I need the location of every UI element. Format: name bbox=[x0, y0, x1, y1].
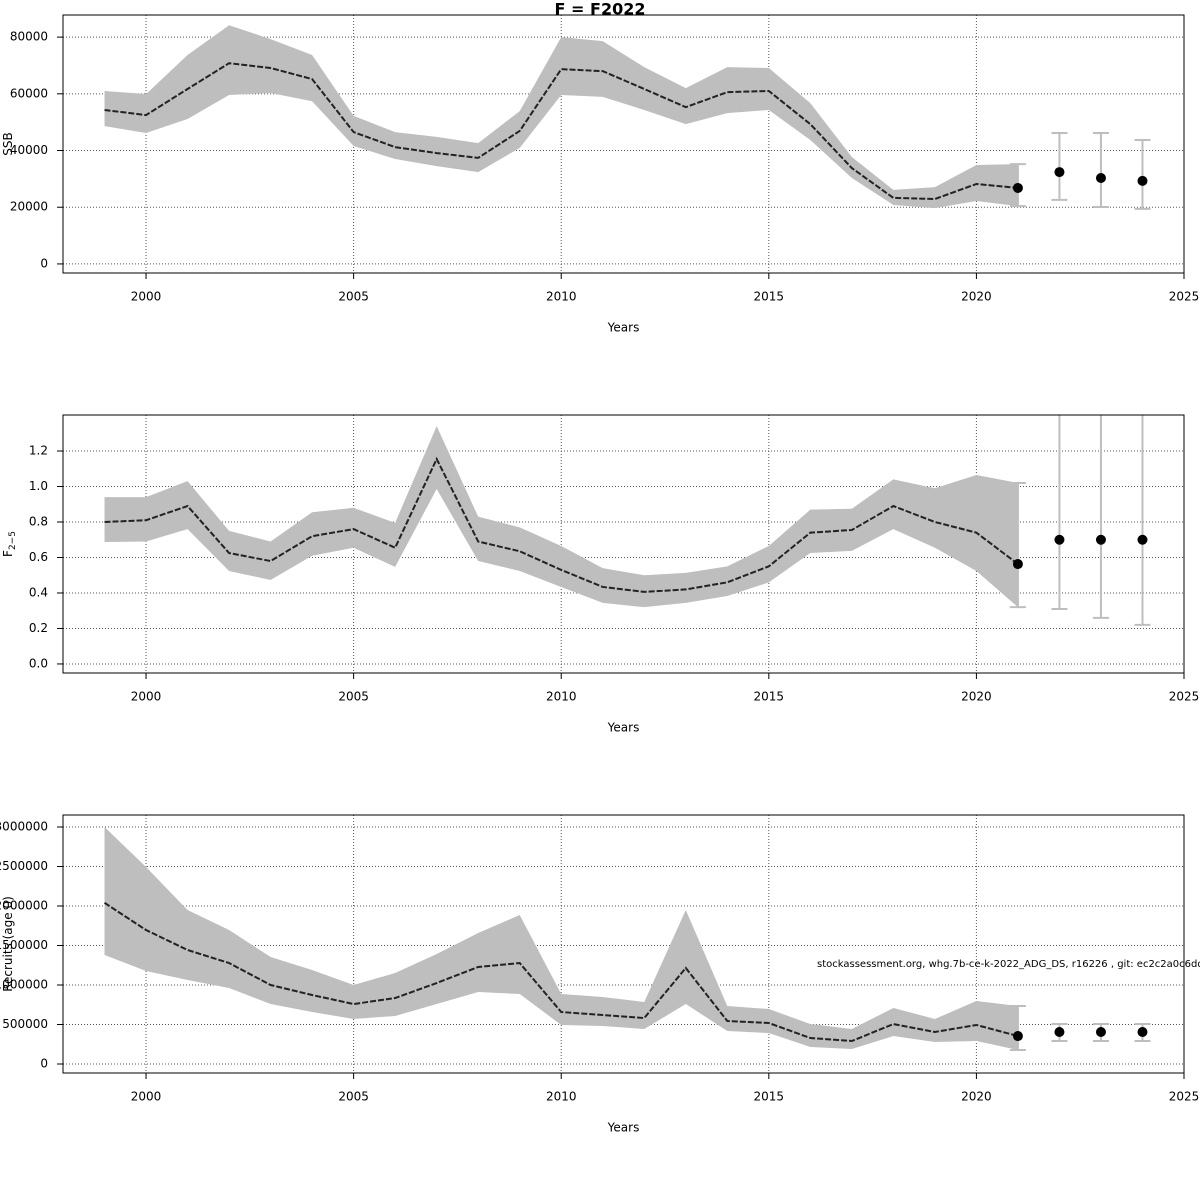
y-tick-label: 2500000 bbox=[0, 859, 48, 873]
y-tick-label: 1.2 bbox=[29, 444, 48, 458]
x-tick-label: 2000 bbox=[131, 290, 162, 304]
y-tick-label: 0.4 bbox=[29, 585, 48, 599]
plot-area bbox=[104, 415, 1151, 626]
y-tick-label: 60000 bbox=[10, 86, 48, 100]
y-tick-label: 80000 bbox=[10, 30, 48, 44]
x-tick-label: 2020 bbox=[961, 690, 992, 704]
y-tick-label: 1000000 bbox=[0, 977, 48, 991]
x-tick-label: 2010 bbox=[546, 290, 577, 304]
forecast-point bbox=[1137, 1027, 1148, 1038]
y-tick-label: 1500000 bbox=[0, 938, 48, 952]
chart-title: F = F2022 bbox=[555, 0, 646, 19]
y-axis-label-main: F bbox=[1, 550, 15, 557]
y-axis-label-main: SSB bbox=[1, 132, 15, 155]
x-axis-label: Years bbox=[607, 721, 640, 735]
forecast-point bbox=[1095, 173, 1106, 184]
y-tick-label: 500000 bbox=[2, 1017, 48, 1031]
confidence-band bbox=[104, 25, 1018, 209]
y-axis-label-main: Recruits (age 0) bbox=[1, 896, 15, 992]
forecast-point bbox=[1095, 1027, 1106, 1038]
x-tick-label: 2005 bbox=[338, 1090, 369, 1104]
y-tick-label: 3000000 bbox=[0, 820, 48, 834]
confidence-band bbox=[104, 426, 1018, 608]
y-tick-label: 0.0 bbox=[29, 656, 48, 670]
forecast-point bbox=[1012, 1031, 1023, 1042]
annotation: stockassessment.org, whg.7b-ce-k-2022_AD… bbox=[817, 959, 1200, 970]
x-tick-label: 2000 bbox=[131, 1090, 162, 1104]
y-axis-label: Recruits (age 0) bbox=[1, 896, 15, 992]
forecast-point bbox=[1054, 1027, 1065, 1038]
forecast-point bbox=[1095, 534, 1106, 545]
x-tick-label: 2000 bbox=[131, 690, 162, 704]
confidence-band bbox=[104, 827, 1018, 1051]
plot-frame bbox=[62, 814, 1185, 1074]
y-tick-label: 0 bbox=[40, 1056, 48, 1070]
y-tick-label: 0.2 bbox=[29, 621, 48, 635]
forecast-point bbox=[1137, 175, 1148, 186]
estimate-line bbox=[104, 62, 1019, 201]
y-tick-label: 40000 bbox=[10, 143, 48, 157]
estimate-line bbox=[104, 456, 1019, 593]
x-axis-label: Years bbox=[607, 1121, 640, 1135]
plot-area bbox=[104, 25, 1151, 210]
y-tick-label: 0.6 bbox=[29, 550, 48, 564]
plot-frame bbox=[62, 414, 1185, 674]
x-tick-label: 2015 bbox=[754, 690, 785, 704]
forecast-point bbox=[1137, 534, 1148, 545]
forecast-point bbox=[1054, 534, 1065, 545]
plot-area bbox=[103, 827, 1151, 1052]
x-tick-label: 2010 bbox=[546, 1090, 577, 1104]
x-tick-label: 2015 bbox=[754, 290, 785, 304]
y-tick-label: 0 bbox=[40, 256, 48, 270]
forecast-point bbox=[1054, 167, 1065, 178]
forecast-point bbox=[1012, 182, 1023, 193]
x-tick-label: 2025 bbox=[1169, 690, 1200, 704]
estimate-line bbox=[103, 902, 1019, 1043]
y-tick-label: 0.8 bbox=[29, 514, 48, 528]
y-tick-label: 1.0 bbox=[29, 479, 48, 493]
y-tick-label: 2000000 bbox=[0, 899, 48, 913]
plot-frame bbox=[62, 14, 1185, 274]
x-tick-label: 2015 bbox=[754, 1090, 785, 1104]
y-axis-label: F2−5 bbox=[1, 531, 18, 557]
x-tick-label: 2025 bbox=[1169, 1090, 1200, 1104]
x-tick-label: 2005 bbox=[338, 290, 369, 304]
x-axis-label: Years bbox=[607, 321, 640, 335]
y-tick-label: 20000 bbox=[10, 200, 48, 214]
x-tick-label: 2020 bbox=[961, 290, 992, 304]
x-tick-label: 2005 bbox=[338, 690, 369, 704]
x-tick-label: 2025 bbox=[1169, 290, 1200, 304]
forecast-point bbox=[1012, 559, 1023, 570]
x-tick-label: 2010 bbox=[546, 690, 577, 704]
y-axis-label-subscript: 2−5 bbox=[8, 531, 18, 550]
y-axis-label: SSB bbox=[1, 132, 15, 155]
x-tick-label: 2020 bbox=[961, 1090, 992, 1104]
